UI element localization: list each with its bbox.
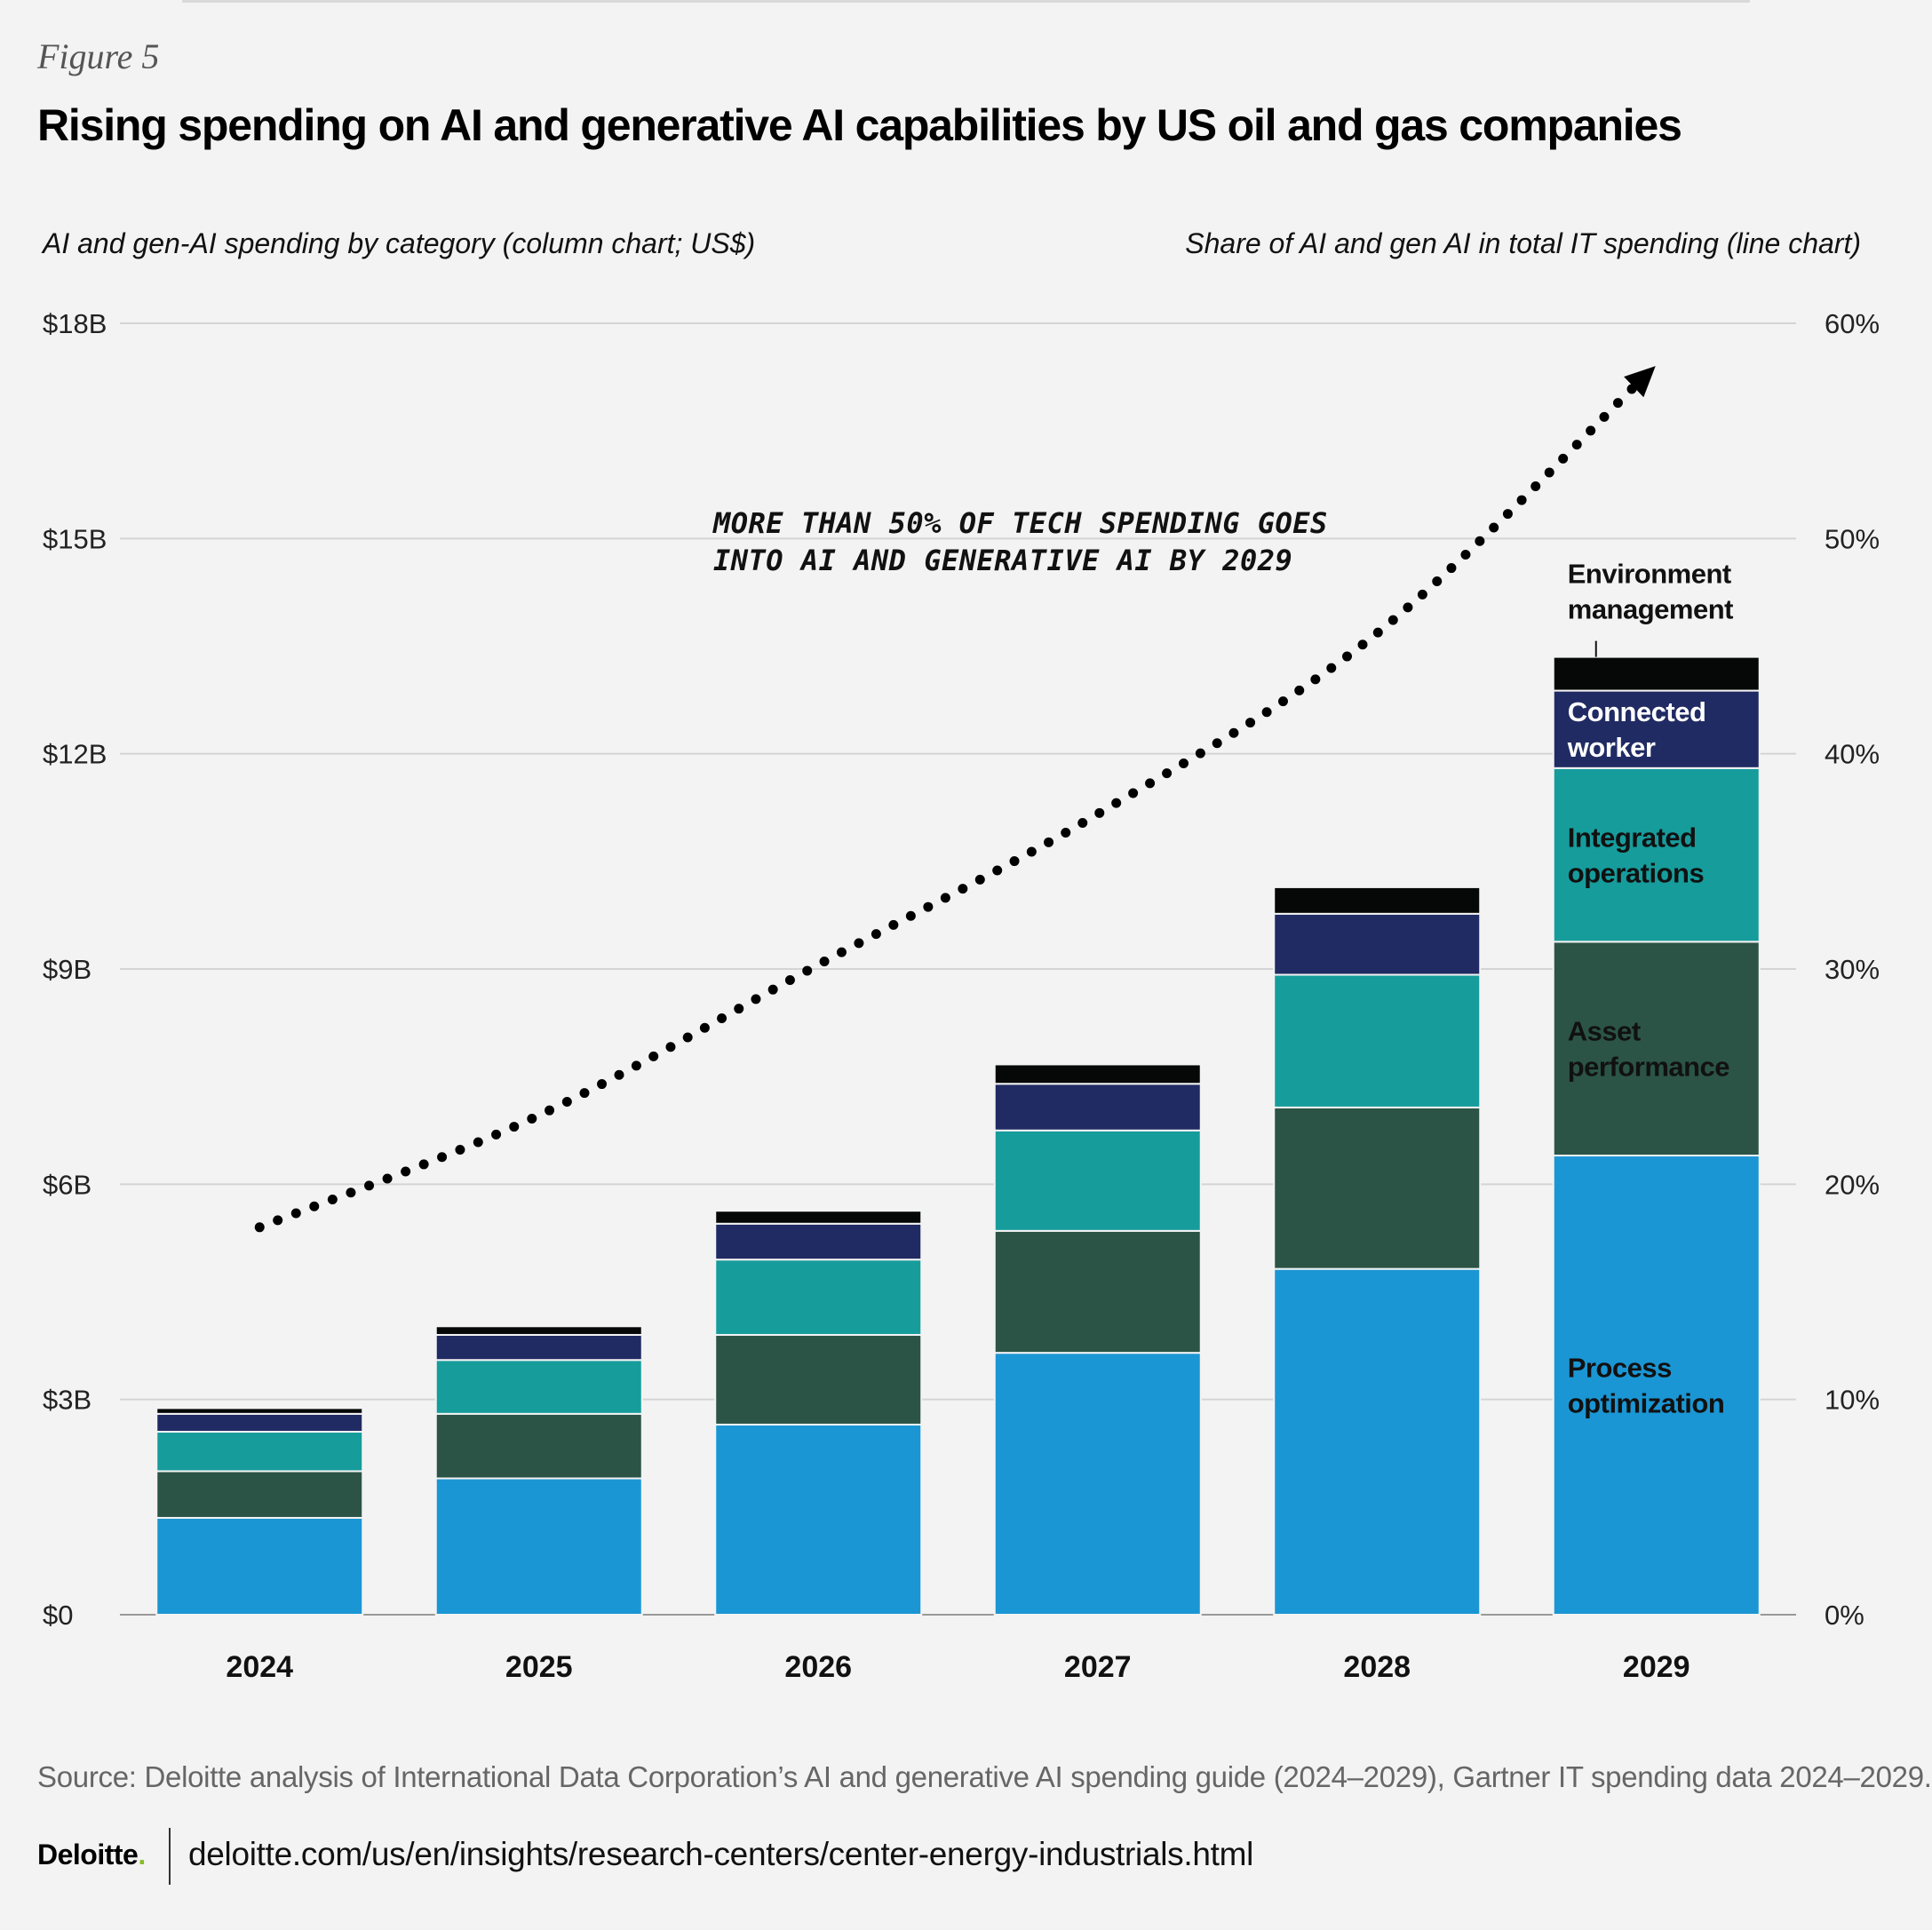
bar-segment (1552, 1155, 1761, 1616)
bar-segment (155, 1407, 364, 1415)
bar-segment (1273, 886, 1482, 915)
legend-label: Asset (1568, 1016, 1641, 1047)
y-tick-label-right: 60% (1825, 308, 1880, 339)
y-tick-label-right: 10% (1825, 1385, 1880, 1416)
bar-segment (714, 1259, 923, 1336)
bar-segment (1273, 973, 1482, 1108)
chart-title: Rising spending on AI and generative AI … (37, 100, 1682, 150)
right-axis-title: Share of AI and gen AI in total IT spend… (1185, 227, 1861, 259)
bar-segment (1552, 941, 1761, 1157)
y-tick-label-right: 30% (1825, 954, 1880, 985)
bar-segment (1273, 912, 1482, 976)
bar-segment (434, 1477, 643, 1616)
y-tick-label-left: $0 (43, 1600, 73, 1631)
bar-segment (993, 1229, 1202, 1354)
y-tick-label-right: 50% (1825, 523, 1880, 554)
bar-segment (155, 1431, 364, 1473)
brand-dot: . (138, 1839, 146, 1870)
legend-label: optimization (1568, 1388, 1725, 1419)
bar-segment (714, 1423, 923, 1616)
y-tick-label-left: $15B (43, 523, 107, 554)
source-url[interactable]: deloitte.com/us/en/insights/research-cen… (188, 1836, 1254, 1872)
x-tick-label: 2025 (505, 1650, 573, 1684)
bar-segment (155, 1412, 364, 1434)
x-tick-label: 2026 (784, 1650, 852, 1684)
bar-segment (714, 1210, 923, 1225)
legend-label: performance (1568, 1052, 1730, 1083)
x-tick-label: 2029 (1623, 1650, 1690, 1684)
bar-segment (1273, 1106, 1482, 1270)
legend-label: Connected (1568, 696, 1706, 727)
bar-segment (1552, 766, 1761, 943)
y-tick-label-left: $6B (43, 1169, 91, 1200)
bar-segment (1552, 655, 1761, 692)
legend-label: worker (1567, 732, 1656, 763)
y-tick-label-left: $12B (43, 739, 107, 770)
bar-segment (434, 1333, 643, 1362)
bar-segment (993, 1129, 1202, 1232)
annotation-text: MORE THAN 50% OF TECH SPENDING GOES (712, 506, 1328, 540)
y-tick-label-right: 40% (1825, 739, 1880, 770)
bar-segment (155, 1516, 364, 1616)
y-tick-label-left: $9B (43, 954, 91, 985)
bar-segment (1273, 1267, 1482, 1616)
bar-segment (993, 1083, 1202, 1132)
bar-segment (155, 1470, 364, 1519)
legend-label: operations (1568, 858, 1704, 889)
figure-label: Figure 5 (37, 36, 160, 76)
bar-segment (714, 1222, 923, 1261)
footer-divider (169, 1828, 171, 1885)
deloitte-logo: Deloitte. (37, 1839, 146, 1871)
bar-segment (993, 1352, 1202, 1616)
bar-segment (1552, 689, 1761, 769)
share-line (254, 372, 1650, 1233)
y-tick-label-right: 0% (1825, 1600, 1864, 1631)
bar-segment (993, 1063, 1202, 1085)
source-note: Source: Deloitte analysis of Internation… (37, 1760, 1932, 1793)
brand-name: Deloitte (37, 1839, 139, 1870)
legend-label: Environment (1568, 559, 1731, 590)
top-rule (182, 0, 1750, 3)
left-axis-title: AI and gen-AI spending by category (colu… (43, 227, 756, 259)
bar-segment (434, 1325, 643, 1336)
x-tick-label: 2024 (226, 1650, 293, 1684)
x-tick-label: 2028 (1343, 1650, 1411, 1684)
x-tick-label: 2027 (1064, 1650, 1132, 1684)
bar-segment (434, 1412, 643, 1480)
legend-label: management (1568, 594, 1733, 625)
y-tick-label-left: $3B (43, 1385, 91, 1416)
y-tick-label-right: 20% (1825, 1169, 1880, 1200)
y-tick-label-left: $18B (43, 308, 107, 339)
legend-label: Process (1568, 1353, 1672, 1384)
annotation-text: INTO AI AND GENERATIVE AI BY 2029 (713, 544, 1292, 577)
share-line-arrowhead (1624, 366, 1656, 398)
legend-label: Integrated (1568, 822, 1697, 854)
chart: $0 $3B $6B $9B $12B $15B $18B 0% 10% 20% 30% 40% 50%… (43, 308, 1880, 1684)
bar-segment (714, 1333, 923, 1426)
bar-segment (434, 1359, 643, 1415)
